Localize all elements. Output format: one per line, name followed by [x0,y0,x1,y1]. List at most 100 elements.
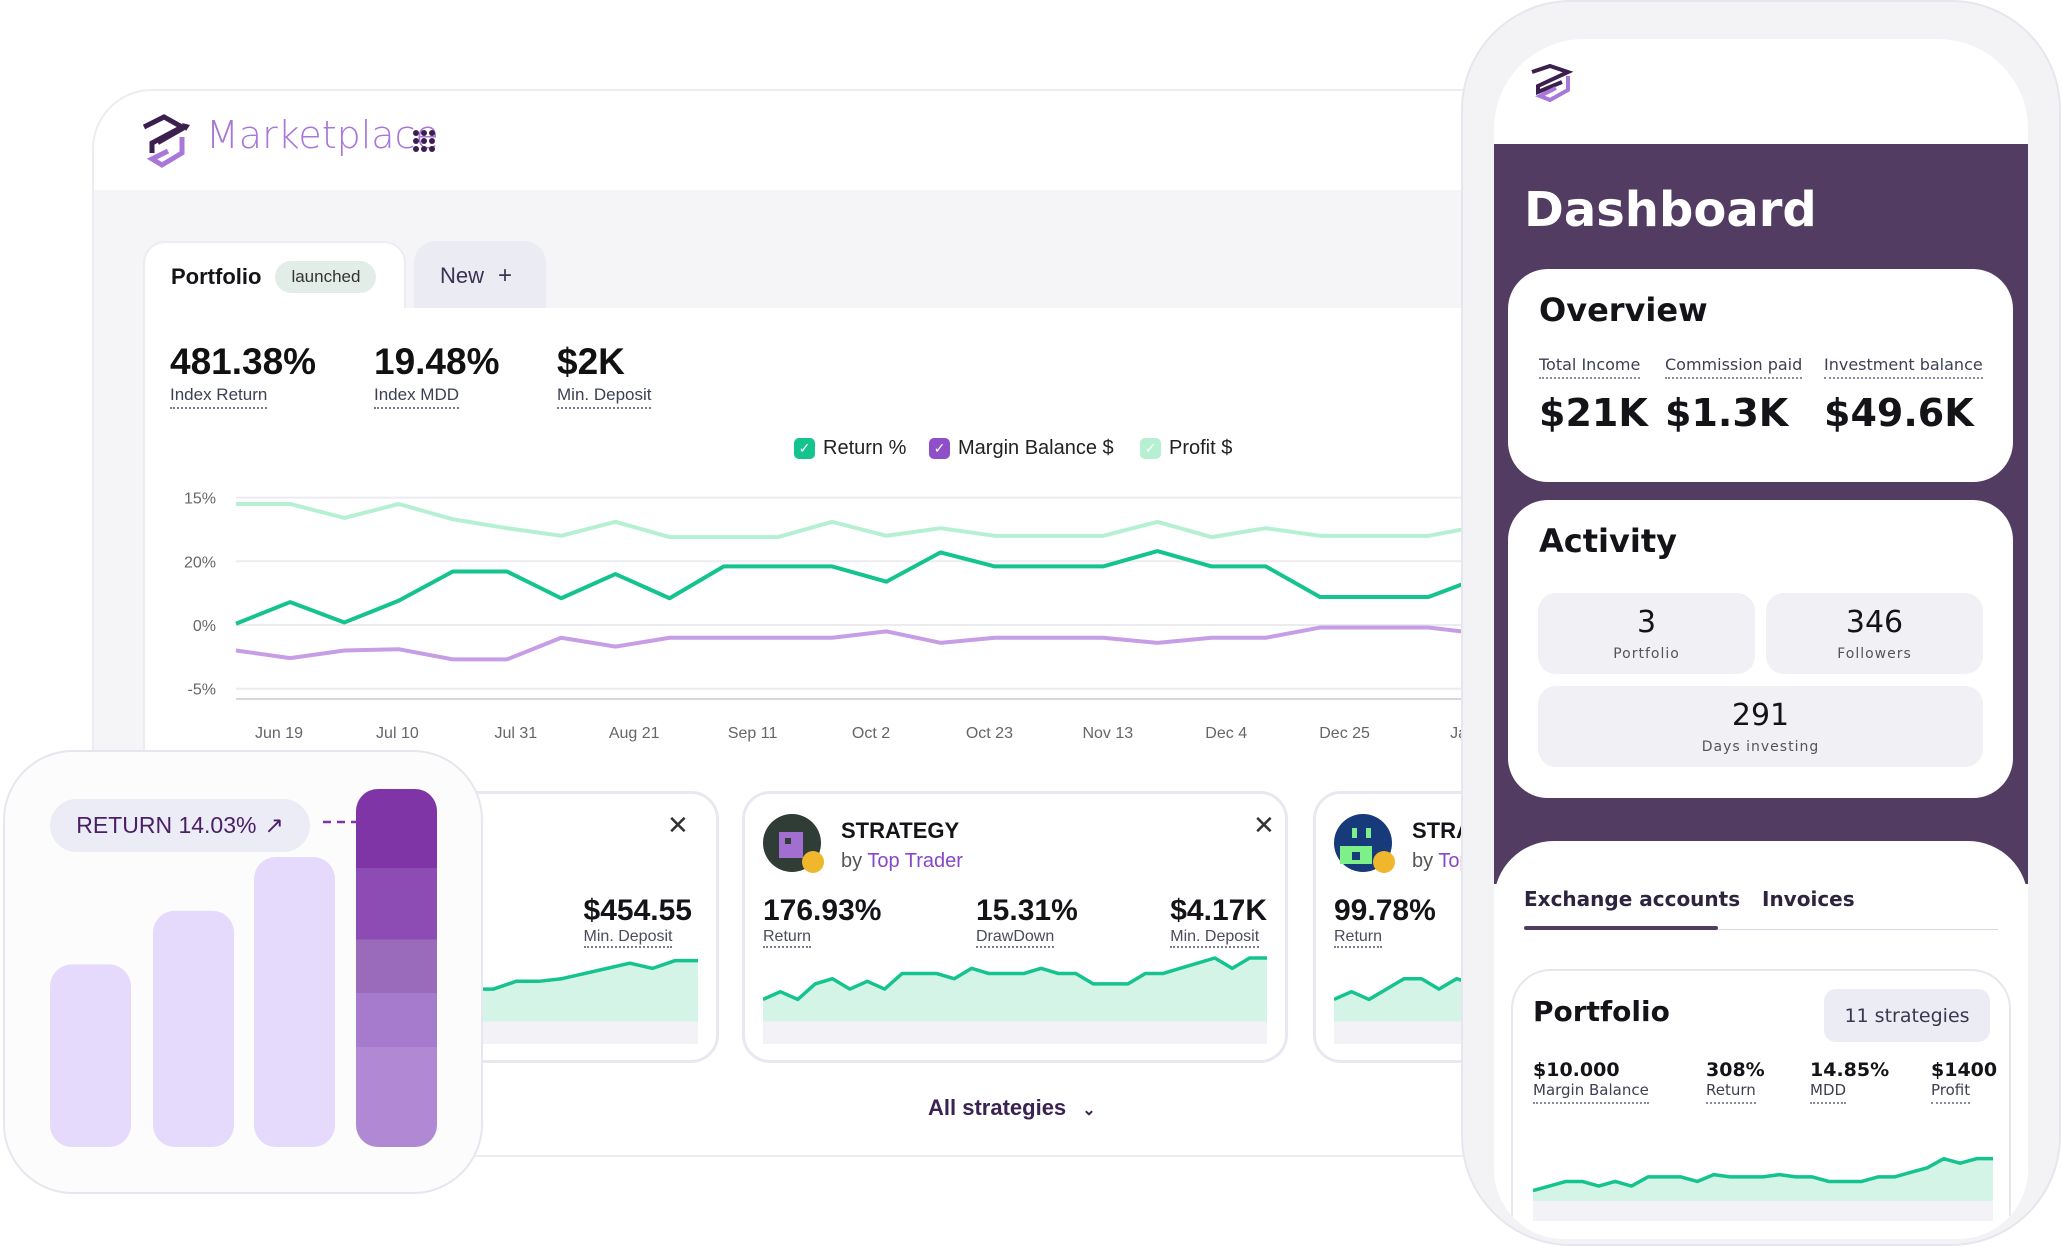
return-bars [50,789,437,1147]
card-stat: $4.17K Min. Deposit [1170,894,1267,948]
checkbox-icon[interactable]: ✓ [929,438,950,459]
stat-value: $4.17K [1170,894,1267,927]
activity-card: Activity 3 Portfolio 346 Followers 291 Days… [1508,500,2013,798]
all-strategies-button[interactable]: All strategies ⌄ [928,1095,1096,1121]
tile-label: Followers [1837,646,1912,662]
tab-new[interactable]: New + [414,241,546,311]
activity-tile-followers[interactable]: 346 Followers [1766,593,1983,674]
author-link[interactable]: Top Trader [867,850,963,872]
legend-profit[interactable]: ✓ Profit $ [1140,437,1232,460]
x-tick-label: Dec 4 [1205,725,1247,742]
page-title: Dashboard [1524,182,1817,238]
arrow-up-right-icon: ↗ [264,812,284,838]
card-stat: 176.93% Return [763,894,881,948]
stat-label: Profit [1931,1081,1971,1104]
return-widget: RETURN 14.03% ↗ [3,750,483,1194]
checkbox-icon[interactable]: ✓ [1140,438,1161,459]
x-tick-label: Aug 21 [609,725,660,742]
legend-label: Return % [823,437,907,459]
overview-item: Commission paid $1.3K [1665,355,1803,435]
strategy-avatar [1334,814,1395,873]
plus-icon: + [498,262,513,289]
chevron-down-icon: ⌄ [1082,1102,1096,1119]
active-tab-indicator [1524,926,1718,930]
performance-chart: 15% 20% 0% -5% Jun 19 Jul 10 Jul 31 Aug 21 Sep 1… [184,491,1510,742]
overview-item: Investment balance $49.6K [1824,355,1983,435]
portfolio-stat: $10.000 Margin Balance [1533,1059,1649,1104]
y-tick-label: 20% [184,554,216,571]
tab-portfolio[interactable]: Portfolio launched [143,241,406,311]
stat-label: Min. Deposit [557,385,652,409]
sparkline-area [1334,978,1474,1022]
close-icon[interactable]: ✕ [667,810,689,840]
item-label: Investment balance [1824,355,1983,379]
series-line-profit- [236,501,1483,540]
tile-label: Portfolio [1613,646,1680,662]
stat-value: 481.38% [170,341,317,382]
item-label: Total Income [1539,355,1641,379]
stat-value: $2K [557,341,625,382]
stat-label: Index MDD [374,385,460,409]
tab-label: Portfolio [171,264,262,289]
x-tick-label: Jul 31 [494,725,537,742]
logo-icon [142,114,190,168]
x-tick-label: Jul 10 [376,725,419,742]
x-tick-label: Sep 11 [728,725,778,742]
activity-tile-days[interactable]: 291 Days investing [1538,686,1983,767]
card-stat: 99.78% Return [1334,894,1436,948]
mobile-dashboard: Dashboard Overview Total Income $21K Comm… [1461,0,2061,1246]
stat-label: Return [763,928,812,948]
overview-item: Total Income $21K [1539,355,1648,435]
x-tick-label: Oct 23 [966,725,1013,742]
series-line-margin-balance- [235,625,1483,662]
x-tick-label: Dec 25 [1319,725,1370,742]
tile-value: 3 [1636,605,1657,640]
section-title: Activity [1539,522,1677,560]
app-title: Marketplace [206,113,439,157]
tab-exchange-accounts[interactable]: Exchange accounts [1524,887,1741,911]
return-bar [356,789,437,1147]
card-title: Portfolio [1533,995,1670,1028]
apps-grid-icon[interactable] [412,129,436,153]
item-value: $49.6K [1824,391,1974,435]
stat-index-return: 481.38% Index Return [170,341,316,409]
legend-label: Margin Balance $ [958,437,1114,459]
stat-value: 15.31% [976,894,1078,927]
checkbox-icon[interactable]: ✓ [794,438,815,459]
return-bar [50,964,131,1147]
stat-label: MDD [1810,1081,1847,1104]
stat-value: 14.85% [1810,1059,1890,1081]
stat-label: Min. Deposit [583,928,673,948]
stat-label: Index Return [170,385,268,409]
sparkline [763,956,1267,1044]
overview-card: Overview Total Income $21K Commission pai… [1508,269,2013,482]
stat-index-mdd: 19.48% Index MDD [374,341,500,409]
all-strategies-label: All strategies [928,1095,1067,1120]
portfolio-card[interactable]: Portfolio 11 strategies $10.000 Margin Ba… [1511,969,2011,1239]
strategies-count-badge[interactable]: 11 strategies [1824,989,1990,1042]
y-tick-label: -5% [188,682,216,699]
tile-value: 346 [1845,605,1904,640]
return-bar [153,910,234,1147]
y-tick-label: 0% [193,618,216,635]
item-label: Commission paid [1665,355,1803,379]
portfolio-stat: 308% Return [1706,1059,1765,1104]
logo-icon [1531,64,1574,103]
strategy-card[interactable]: STRATEGY by Top Trader ✕ 176.93% Return 1… [742,791,1288,1063]
y-tick-label: 15% [184,491,216,508]
sparkline-area [1533,1158,1993,1201]
legend-return[interactable]: ✓ Return % [794,437,906,460]
close-icon[interactable]: ✕ [1253,810,1275,840]
item-value: $21K [1539,391,1648,435]
strategy-title: STRATEGY [841,818,960,843]
x-tick-label: Oct 2 [852,725,890,742]
stat-label: DrawDown [976,928,1055,948]
legend-label: Profit $ [1169,437,1233,459]
legend-margin-balance[interactable]: ✓ Margin Balance $ [929,437,1114,460]
coin-icon [1373,851,1395,873]
tab-invoices[interactable]: Invoices [1762,887,1855,911]
card-stat: $454.55 Min. Deposit [583,894,692,948]
activity-tile-portfolio[interactable]: 3 Portfolio [1538,593,1755,674]
coin-icon [802,851,824,873]
sparkline [1334,976,1474,1044]
